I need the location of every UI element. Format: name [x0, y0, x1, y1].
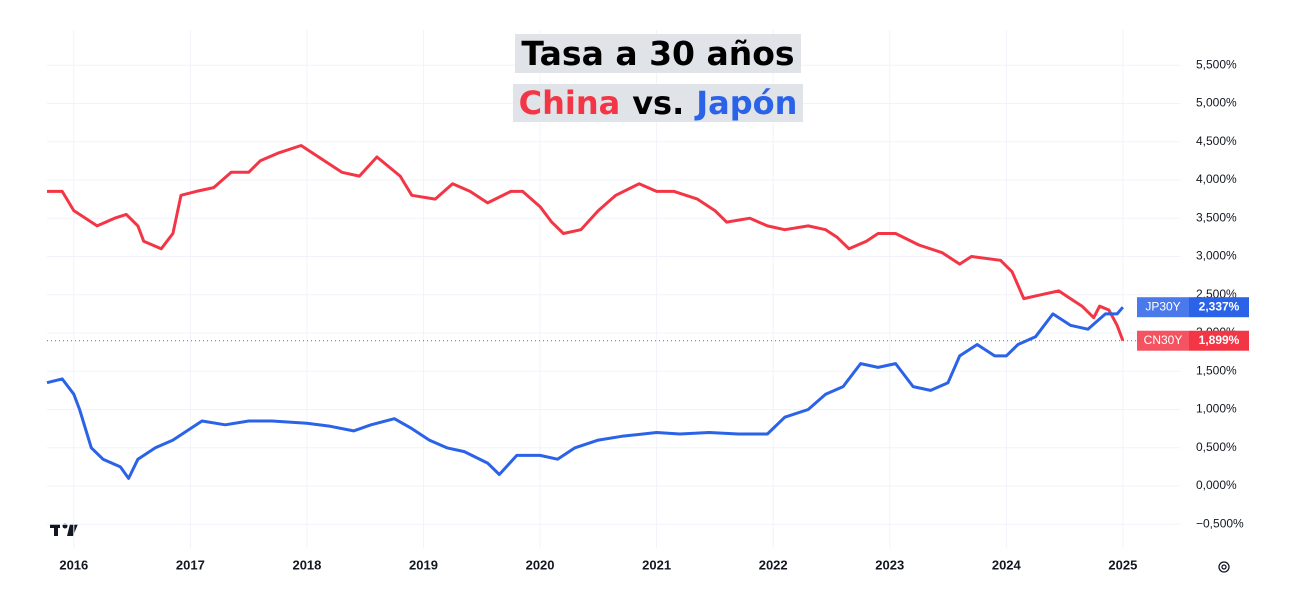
y-tick-label: 4,500%: [1196, 134, 1237, 148]
subtitle-china: China: [512, 84, 627, 122]
y-tick-label: 5,500%: [1196, 57, 1237, 71]
x-tick-label: 2022: [759, 557, 788, 572]
chart-title: Tasa a 30 años: [515, 34, 801, 73]
x-tick-label: 2025: [1108, 557, 1137, 572]
x-tick-label: 2021: [642, 557, 671, 572]
series-line: [47, 144, 1125, 342]
y-tick-label: 1,000%: [1196, 402, 1237, 416]
value-label: 2,337%: [1199, 299, 1240, 313]
subtitle-joiner: vs.: [626, 84, 691, 122]
y-tick-label: 0,500%: [1196, 440, 1237, 454]
value-label: 1,899%: [1199, 333, 1240, 347]
settings-icon[interactable]: [1218, 561, 1230, 573]
value-badge: [1189, 297, 1249, 318]
x-tick-label: 2024: [992, 557, 1022, 572]
y-tick-label: 5,000%: [1196, 96, 1237, 110]
symbol-label: JP30Y: [1145, 299, 1180, 313]
y-tick-label: 4,000%: [1196, 172, 1237, 186]
subtitle: China vs. Japón: [0, 84, 1316, 122]
x-tick-label: 2016: [59, 557, 88, 572]
y-tick-label: 3,500%: [1196, 210, 1237, 224]
symbol-badge: [1137, 297, 1189, 318]
x-tick-label: 2020: [526, 557, 555, 572]
symbol-label: CN30Y: [1144, 333, 1183, 347]
y-tick-label: −0,500%: [1196, 516, 1244, 530]
x-tick-label: 2019: [409, 557, 438, 572]
series-line: [46, 306, 1125, 480]
x-tick-label: 2017: [176, 557, 205, 572]
x-tick-label: 2023: [875, 557, 904, 572]
title-wrap: Tasa a 30 años: [0, 34, 1316, 73]
y-tick-label: 3,000%: [1196, 249, 1237, 263]
symbol-badge: [1137, 330, 1189, 351]
y-tick-label: 1,500%: [1196, 363, 1237, 377]
x-tick-label: 2018: [292, 557, 321, 572]
y-tick-label: 0,000%: [1196, 478, 1237, 492]
value-badge: [1189, 330, 1249, 351]
subtitle-japan: Japón: [690, 84, 804, 122]
